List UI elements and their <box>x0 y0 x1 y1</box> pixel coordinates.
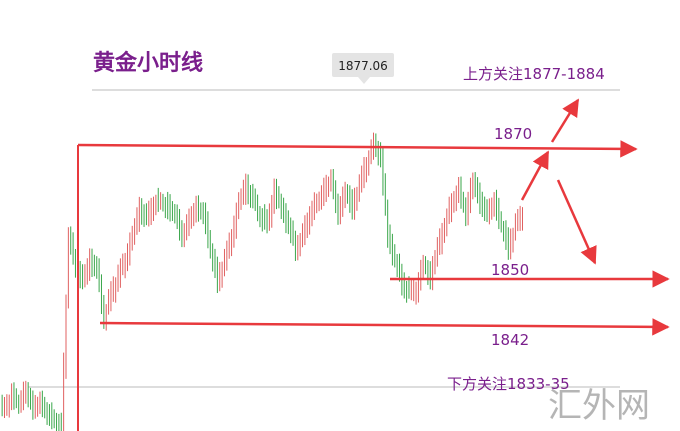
up-scenario-arrow <box>550 98 580 143</box>
resistance-note: 上方关注1877-1884 <box>463 65 605 83</box>
level-1842-line <box>99 318 670 336</box>
support-note: 下方关注1833-35 <box>447 375 570 393</box>
high-price-label: 1877.06 <box>338 59 388 73</box>
chart-title: 黄金小时线 <box>93 50 203 76</box>
down-scenario-arrow <box>556 179 597 265</box>
level-1850-label: 1850 <box>491 261 529 279</box>
watermark: 汇外网 <box>548 386 650 426</box>
level-1870-line <box>77 140 638 158</box>
rebound-arrow <box>520 150 550 201</box>
level-1842-label: 1842 <box>491 331 529 349</box>
level-1870-label: 1870 <box>494 125 532 143</box>
high-price-callout: 1877.06 <box>332 53 394 84</box>
candlestick-series <box>1 132 523 431</box>
